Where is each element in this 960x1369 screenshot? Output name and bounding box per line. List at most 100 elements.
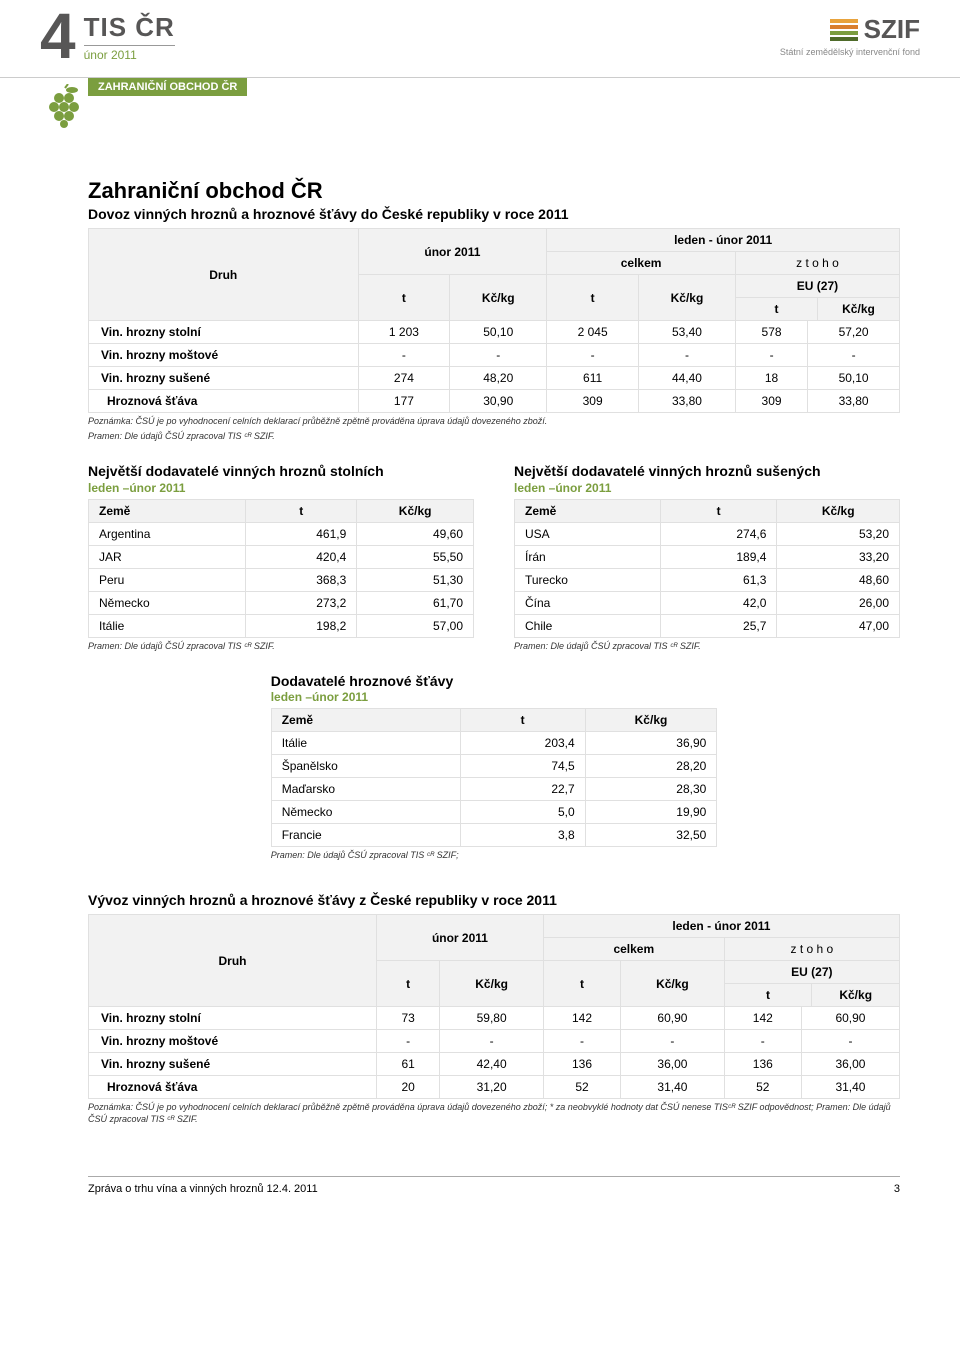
cell: 1 203 (358, 321, 450, 344)
kc-cell: 33,20 (777, 545, 900, 568)
cell: 57,20 (808, 321, 900, 344)
szif-logo: SZIF (780, 14, 920, 45)
col-period: leden - únor 2011 (547, 229, 900, 252)
header-right: SZIF Státní zemědělský intervenční fond (780, 14, 920, 57)
cell: 578 (735, 321, 807, 344)
import-note: Poznámka: ČSÚ je po vyhodnocení celních … (88, 416, 900, 428)
unit-kc: Kč/kg (818, 298, 899, 320)
t-cell: 189,4 (660, 545, 777, 568)
table-row: Německo273,261,70 (89, 591, 474, 614)
cell: 136 (543, 1053, 620, 1076)
szif-text: SZIF (864, 14, 920, 45)
t-cell: 420,4 (246, 545, 357, 568)
col-country: Země (89, 499, 246, 522)
row-label: Vin. hrozny sušené (89, 367, 359, 390)
source: Pramen: Dle údajů ČSÚ zpracoval TIS ᶜᴿ S… (88, 641, 474, 653)
country-cell: Itálie (271, 732, 460, 755)
country-cell: Turecko (515, 568, 661, 591)
t-cell: 274,6 (660, 522, 777, 545)
suppliers-fresh-block: Největší dodavatelé vinných hroznů stoln… (88, 462, 474, 652)
kc-cell: 55,50 (357, 545, 474, 568)
cell: 50,10 (450, 321, 547, 344)
cell: 59,80 (440, 1007, 544, 1030)
cell: 61 (377, 1053, 440, 1076)
kc-cell: 19,90 (585, 801, 717, 824)
country-cell: Argentina (89, 522, 246, 545)
cell: 2 045 (547, 321, 639, 344)
export-note: Poznámka: ČSÚ je po vyhodnocení celních … (88, 1102, 900, 1125)
import-table: Druh únor 2011 leden - únor 2011 celkem … (88, 228, 900, 413)
unit-kc: Kč/kg (639, 275, 736, 321)
stripe (830, 19, 858, 23)
t-cell: 42,0 (660, 591, 777, 614)
stripe (830, 37, 858, 41)
col-month: únor 2011 (358, 229, 547, 275)
table-row: Hroznová šťáva2031,205231,405231,40 (89, 1076, 900, 1099)
unit-t: t (543, 961, 620, 1007)
cell: 52 (724, 1076, 801, 1099)
country-cell: Německo (89, 591, 246, 614)
kc-cell: 48,60 (777, 568, 900, 591)
t-cell: 198,2 (246, 614, 357, 637)
table-row: Španělsko74,528,20 (271, 755, 717, 778)
t-cell: 74,5 (460, 755, 585, 778)
country-cell: Maďarsko (271, 778, 460, 801)
t-cell: 368,3 (246, 568, 357, 591)
cell: 31,20 (440, 1076, 544, 1099)
cell: 30,90 (450, 390, 547, 413)
unit-t: t (547, 275, 639, 321)
country-cell: Čína (515, 591, 661, 614)
cell: - (547, 344, 639, 367)
table-row: Argentina461,949,60 (89, 522, 474, 545)
import-subtitle: Dovoz vinných hroznů a hroznové šťávy do… (88, 206, 900, 222)
cell: 73 (377, 1007, 440, 1030)
cell: - (801, 1030, 899, 1053)
header-left: 4 TIS ČR únor 2011 (0, 8, 175, 66)
col-country: Země (515, 499, 661, 522)
kc-cell: 36,90 (585, 732, 717, 755)
col-t: t (460, 709, 585, 732)
cell: - (724, 1030, 801, 1053)
cell: 33,80 (808, 390, 900, 413)
col-druh: Druh (89, 915, 377, 1007)
cell: - (440, 1030, 544, 1053)
page-footer: Zpráva o trhu vína a vinných hroznů 12.4… (88, 1176, 900, 1215)
table-row: Čína42,026,00 (515, 591, 900, 614)
cell: 309 (735, 390, 807, 413)
table-row: Vin. hrozny sušené27448,2061144,401850,1… (89, 367, 900, 390)
col-t: t (660, 499, 777, 522)
grape-icon (48, 84, 82, 128)
col-eu-wrap: EU (27) t Kč/kg (724, 961, 899, 1007)
cell: 18 (735, 367, 807, 390)
issue-date: únor 2011 (84, 45, 175, 62)
kc-cell: 28,20 (585, 755, 717, 778)
col-kc: Kč/kg (777, 499, 900, 522)
cell: - (450, 344, 547, 367)
table-row: USA274,653,20 (515, 522, 900, 545)
page-header: 4 TIS ČR únor 2011 SZIF Státní zemědělsk… (0, 0, 960, 78)
export-tbody: Vin. hrozny stolní7359,8014260,9014260,9… (89, 1007, 900, 1099)
suppliers-dried-tbody: USA274,653,20Írán189,433,20Turecko61,348… (515, 522, 900, 637)
cell: 20 (377, 1076, 440, 1099)
kc-cell: 47,00 (777, 614, 900, 637)
col-celkem: celkem (543, 938, 724, 961)
suppliers-juice-block: Dodavatelé hroznové šťávy leden –únor 20… (271, 672, 718, 862)
cell: 50,10 (808, 367, 900, 390)
country-cell: Španělsko (271, 755, 460, 778)
row-label: Vin. hrozny sušené (89, 1053, 377, 1076)
unit-kc: Kč/kg (440, 961, 544, 1007)
brand-title: TIS ČR (84, 12, 175, 43)
cell: - (735, 344, 807, 367)
source: Pramen: Dle údajů ČSÚ zpracoval TIS ᶜᴿ S… (271, 850, 718, 862)
stripe (830, 25, 858, 29)
country-cell: USA (515, 522, 661, 545)
unit-t: t (358, 275, 450, 321)
block-period: leden –únor 2011 (271, 690, 718, 704)
col-period: leden - únor 2011 (543, 915, 899, 938)
t-cell: 25,7 (660, 614, 777, 637)
cell: 142 (724, 1007, 801, 1030)
cell: 53,40 (639, 321, 736, 344)
t-cell: 273,2 (246, 591, 357, 614)
cell: 36,00 (621, 1053, 725, 1076)
table-row: Peru368,351,30 (89, 568, 474, 591)
